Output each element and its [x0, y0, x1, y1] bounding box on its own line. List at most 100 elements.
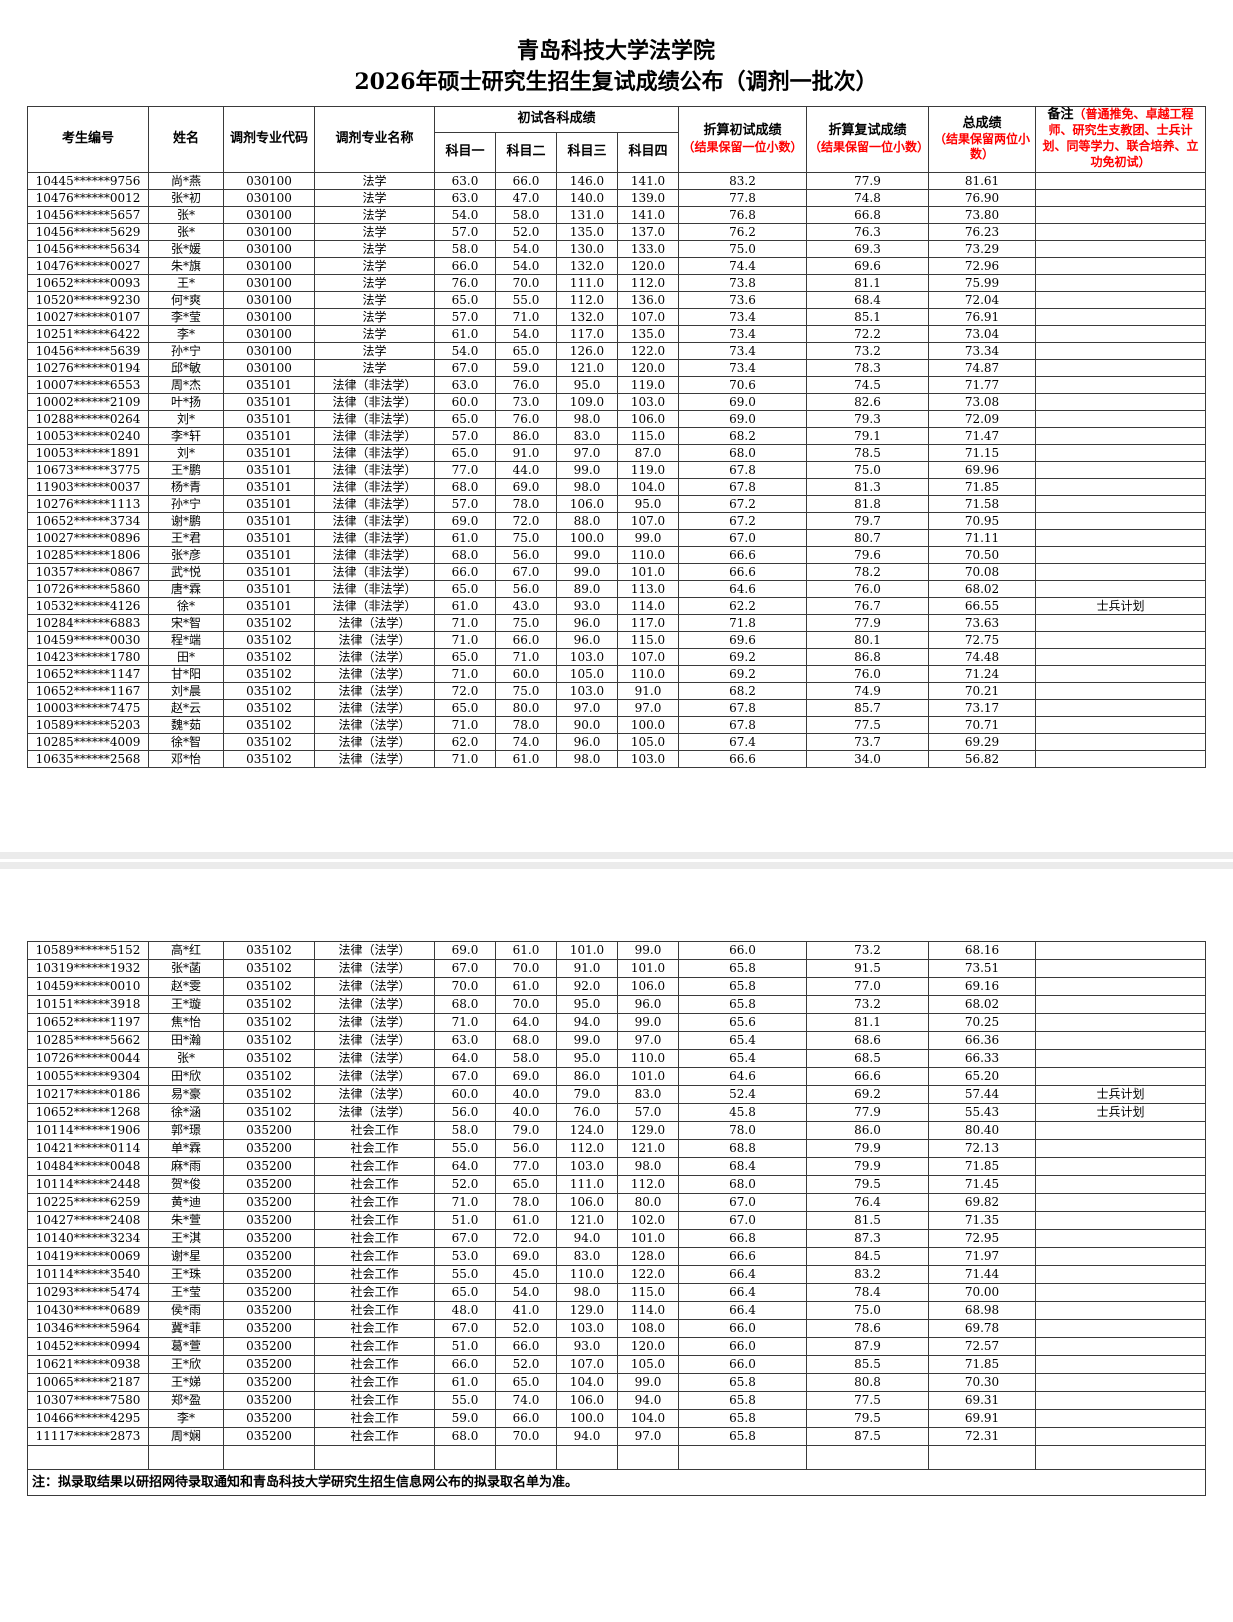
subject3-cell: 94.0 [556, 1012, 618, 1032]
name-cell: 宋*智 [148, 613, 224, 632]
subject2-cell: 45.0 [495, 1264, 557, 1284]
subject4-cell: 96.0 [617, 994, 679, 1014]
remark-cell [1035, 749, 1207, 768]
subject3-cell: 107.0 [556, 1354, 618, 1374]
table-row: 10055******9304 田*欣 035102 法律（法学） 67.0 69.0 86… [27, 1066, 1206, 1086]
total-score-cell: 71.45 [928, 1174, 1036, 1194]
subject3-cell: 94.0 [556, 1228, 618, 1248]
remark-cell: 士兵计划 [1035, 596, 1207, 615]
converted-initial-cell: 73.8 [678, 273, 808, 292]
subject1-cell: 58.0 [434, 239, 496, 258]
table-row: 10114******1906 郭*璟 035200 社会工作 58.0 79.0 124.… [27, 1120, 1206, 1140]
candidate-id-cell: 10002******2109 [27, 392, 149, 411]
total-score-cell: 69.16 [928, 976, 1036, 996]
total-score-cell: 72.57 [928, 1336, 1036, 1356]
subject3-cell: 140.0 [556, 188, 618, 207]
converted-retest-cell: 80.7 [806, 528, 930, 547]
name-cell: 张* [148, 1048, 224, 1068]
header-subject3: 科目三 [556, 132, 618, 173]
name-cell: 王*欣 [148, 1354, 224, 1374]
major-name-cell: 社会工作 [314, 1336, 435, 1356]
converted-retest-cell: 81.8 [806, 494, 930, 513]
converted-initial-cell: 67.2 [678, 511, 808, 530]
subject1-cell: 65.0 [434, 647, 496, 666]
remark-cell [1035, 443, 1207, 462]
subject1-cell: 69.0 [434, 940, 496, 960]
subject3-cell: 92.0 [556, 976, 618, 996]
subject3-cell: 103.0 [556, 647, 618, 666]
subject1-cell: 69.0 [434, 511, 496, 530]
major-name-cell: 法律（非法学） [314, 477, 435, 496]
converted-retest-cell: 81.3 [806, 477, 930, 496]
major-code-cell: 035102 [223, 715, 315, 734]
subject1-cell: 57.0 [434, 307, 496, 326]
candidate-id-cell: 10419******0069 [27, 1246, 149, 1266]
converted-retest-cell: 79.3 [806, 409, 930, 428]
total-score-cell: 69.31 [928, 1390, 1036, 1410]
subject3-cell: 110.0 [556, 1264, 618, 1284]
table-row: 10217******0186 易*豪 035102 法律（法学） 60.0 40.0 79… [27, 1084, 1206, 1104]
name-cell: 张* [148, 222, 224, 241]
subject2-cell: 64.0 [495, 1012, 557, 1032]
empty-cell [678, 1444, 807, 1470]
remark-cell [1035, 1192, 1206, 1212]
subject4-cell: 104.0 [616, 477, 680, 496]
subject3-cell: 91.0 [556, 958, 618, 978]
converted-initial-cell: 69.6 [678, 630, 808, 649]
major-code-cell: 035102 [223, 1030, 315, 1050]
subject1-cell: 77.0 [434, 460, 496, 479]
name-cell: 程*端 [148, 630, 224, 649]
candidate-id-cell: 10452******0994 [27, 1336, 149, 1356]
name-cell: 李*莹 [148, 307, 224, 326]
total-score-cell: 65.20 [928, 1066, 1036, 1086]
name-cell: 魏*茹 [148, 715, 224, 734]
header-converted-initial-note: （结果保留一位小数） [682, 139, 803, 154]
subject3-cell: 95.0 [556, 994, 618, 1014]
converted-retest-cell: 79.5 [806, 1408, 929, 1428]
table-row: 10459******0030 程*端 035102 法律（法学） 71.0 66.0 96… [27, 630, 1207, 649]
major-code-cell: 035101 [223, 426, 315, 445]
converted-initial-cell: 68.0 [678, 443, 808, 462]
major-name-cell: 法律（非法学） [314, 375, 435, 394]
subject1-cell: 71.0 [434, 613, 496, 632]
total-score-cell: 73.80 [928, 205, 1037, 224]
candidate-id-cell: 10293******5474 [27, 1282, 149, 1302]
remark-cell [1035, 205, 1207, 224]
candidate-id-cell: 10652******0093 [27, 273, 149, 292]
subject1-cell: 55.0 [434, 1264, 496, 1284]
candidate-id-cell: 10652******1147 [27, 664, 149, 683]
total-score-cell: 72.95 [928, 1228, 1036, 1248]
subject2-cell: 44.0 [495, 460, 557, 479]
subject3-cell: 83.0 [556, 1246, 618, 1266]
major-name-cell: 社会工作 [314, 1120, 435, 1140]
subject2-cell: 59.0 [495, 358, 557, 377]
major-code-cell: 035102 [223, 940, 315, 960]
subject4-cell: 119.0 [616, 460, 680, 479]
converted-retest-cell: 87.9 [806, 1336, 929, 1356]
subject1-cell: 68.0 [434, 477, 496, 496]
page-title: 青岛科技大学法学院 2026年硕士研究生招生复试成绩公布（调剂一批次） [27, 0, 1205, 98]
candidate-id-cell: 10346******5964 [27, 1318, 149, 1338]
name-cell: 王*淇 [148, 1228, 224, 1248]
subject4-cell: 98.0 [617, 1156, 679, 1176]
converted-initial-cell: 66.8 [678, 1228, 807, 1248]
remark-cell [1035, 940, 1206, 960]
table-row: 10652******3734 谢*鹏 035101 法律（非法学） 69.0 72.0 8… [27, 511, 1207, 530]
footer-note: 注：拟录取结果以研招网待录取通知和青岛科技大学研究生招生信息网公布的拟录取名单为… [27, 1468, 1206, 1496]
header-total-label: 总成绩 [962, 115, 1002, 131]
subject2-cell: 61.0 [495, 976, 557, 996]
major-code-cell: 035102 [223, 664, 315, 683]
candidate-id-cell: 10285******4009 [27, 732, 149, 751]
name-cell: 谢*鹏 [148, 511, 224, 530]
converted-retest-cell: 76.4 [806, 1192, 929, 1212]
title-line1: 青岛科技大学法学院 [516, 38, 715, 64]
converted-retest-cell: 87.5 [806, 1426, 929, 1446]
major-code-cell: 030100 [223, 324, 315, 343]
remark-cell [1035, 613, 1207, 632]
subject1-cell: 61.0 [434, 1372, 496, 1392]
header-converted-retest-note: （结果保留一位小数） [809, 139, 929, 154]
name-cell: 李* [148, 1408, 224, 1428]
name-cell: 甘*阳 [148, 664, 224, 683]
total-score-cell: 57.44 [928, 1084, 1036, 1104]
remark-cell [1035, 273, 1207, 292]
